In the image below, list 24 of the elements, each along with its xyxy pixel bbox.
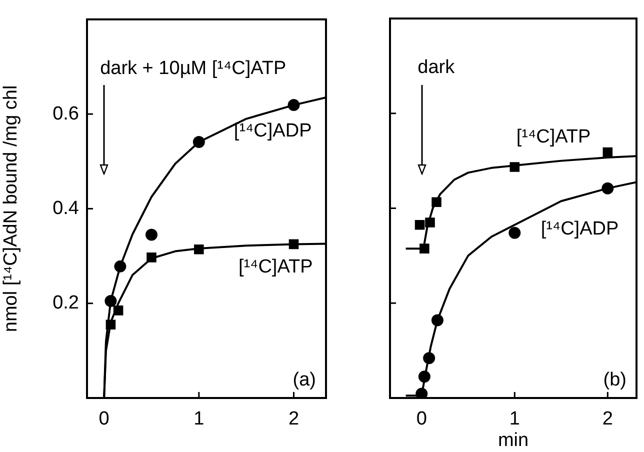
- annotation: (a): [292, 370, 316, 391]
- point: [420, 244, 430, 254]
- series-label: [¹⁴C]ATP: [238, 256, 313, 278]
- point: [602, 147, 613, 158]
- x-axis-title: min: [498, 430, 529, 451]
- series-label: [¹⁴C]ATP: [516, 126, 591, 148]
- point: [145, 228, 158, 241]
- annotation: dark + 10µM [¹⁴C]ATP: [100, 58, 286, 80]
- annotation: dark: [418, 57, 456, 78]
- y-axis-title: nmol [¹⁴C]AdN bound /mg chl: [0, 85, 22, 332]
- x-tick-label: 1: [194, 408, 204, 430]
- x-tick-label: 0: [416, 408, 427, 430]
- x-tick-label: 1: [509, 408, 520, 430]
- y-tick-label: 0.2: [52, 292, 79, 314]
- y-tick-label: 0.6: [52, 103, 79, 124]
- series-label: [¹⁴C]ADP: [540, 218, 619, 240]
- point: [414, 220, 425, 230]
- x-tick-label: 2: [288, 408, 300, 430]
- x-tick-label: 0: [98, 408, 110, 430]
- x-tick-label: 2: [602, 408, 613, 430]
- y-tick-label: 0.4: [52, 198, 80, 219]
- point: [508, 226, 521, 239]
- series-label: [¹⁴C]ADP: [234, 120, 312, 142]
- annotation: (b): [603, 370, 626, 391]
